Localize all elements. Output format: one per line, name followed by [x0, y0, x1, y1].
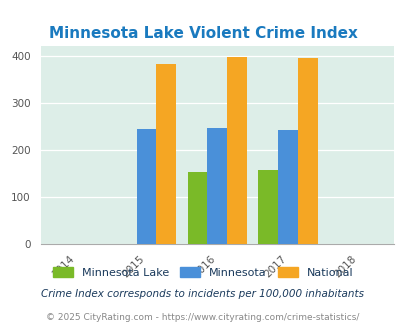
Bar — [187, 172, 207, 244]
Text: © 2025 CityRating.com - https://www.cityrating.com/crime-statistics/: © 2025 CityRating.com - https://www.city… — [46, 313, 359, 322]
Text: Crime Index corresponds to incidents per 100,000 inhabitants: Crime Index corresponds to incidents per… — [41, 289, 364, 299]
Legend: Minnesota Lake, Minnesota, National: Minnesota Lake, Minnesota, National — [48, 263, 357, 282]
Bar — [297, 58, 317, 244]
Bar — [207, 128, 226, 244]
Bar — [226, 56, 246, 244]
Bar — [136, 129, 156, 244]
Text: Minnesota Lake Violent Crime Index: Minnesota Lake Violent Crime Index — [49, 25, 356, 41]
Bar — [258, 170, 277, 244]
Bar — [277, 130, 297, 244]
Bar — [156, 64, 176, 244]
